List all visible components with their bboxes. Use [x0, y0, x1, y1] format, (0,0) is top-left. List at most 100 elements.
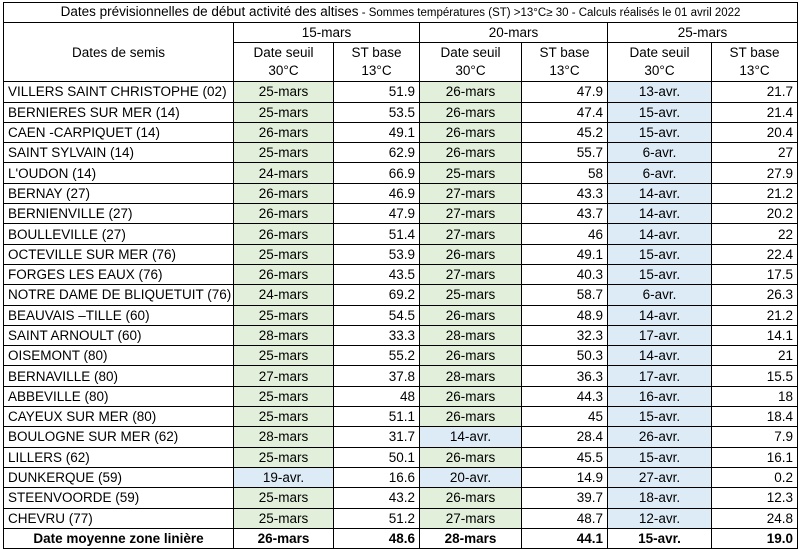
average-date-15-mars: 26-mars	[233, 527, 334, 549]
st-base-15-mars: 48	[333, 385, 420, 408]
table-row: SAINT SYLVAIN (14) 25-mars 62.9 26-mars 55.7…	[3, 142, 799, 164]
group-header-20-mars: 20-mars	[419, 21, 608, 44]
table-row: BERNIENVILLE (27) 26-mars 47.9 27-mars 43.7 1…	[3, 203, 799, 225]
st-base-25-mars: 21.2	[710, 182, 799, 205]
date-seuil-20-mars: 26-mars	[419, 142, 522, 164]
date-seuil-20-mars: 25-mars	[419, 162, 522, 184]
st-base-20-mars: 45.2	[521, 121, 608, 144]
site-name-cell: SAINT SYLVAIN (14)	[3, 142, 234, 164]
date-seuil-20-mars: 26-mars	[419, 121, 522, 144]
st-base-20-mars: 55.7	[521, 142, 608, 164]
st-base-20-mars: 43.3	[521, 182, 608, 205]
site-name-cell: BERNIENVILLE (27)	[3, 203, 234, 225]
date-seuil-15-mars: 26-mars	[233, 263, 334, 286]
st-base-25-mars: 0.2	[710, 466, 799, 489]
table-row: CAEN -CARPIQUET (14) 26-mars 49.1 26-mars 45…	[3, 121, 799, 144]
st-base-15-mars: 31.7	[333, 426, 420, 448]
st-base-20-mars: 58.7	[521, 284, 608, 306]
date-seuil-15-mars: 25-mars	[233, 507, 334, 529]
site-name-cell: DUNKERQUE (59)	[3, 466, 234, 489]
col-header-date-seuil: Date seuil 30°C	[607, 42, 712, 83]
st-base-20-mars: 39.7	[521, 487, 608, 509]
date-seuil-20-mars: 27-mars	[419, 223, 522, 245]
date-seuil-20-mars: 27-mars	[419, 203, 522, 225]
col-header-st-base: ST base 13°C	[333, 42, 420, 83]
table-row: OCTEVILLE SUR MER (76) 25-mars 53.9 26-mars…	[3, 243, 799, 265]
average-st-25-mars: 19.0	[710, 527, 799, 549]
date-seuil-25-mars: 15-avr.	[607, 263, 712, 286]
st-base-20-mars: 50.3	[521, 345, 608, 367]
date-seuil-15-mars: 25-mars	[233, 81, 334, 103]
st-base-15-mars: 62.9	[333, 142, 420, 164]
site-name-cell: BERNIERES SUR MER (14)	[3, 101, 234, 123]
date-seuil-15-mars: 25-mars	[233, 385, 334, 408]
st-base-25-mars: 24.8	[710, 507, 799, 529]
site-name-cell: CHEVRU (77)	[3, 507, 234, 529]
date-seuil-15-mars: 26-mars	[233, 121, 334, 144]
date-seuil-25-mars: 16-avr.	[607, 385, 712, 408]
st-base-15-mars: 53.9	[333, 243, 420, 265]
st-base-15-mars: 53.5	[333, 101, 420, 123]
st-base-15-mars: 54.5	[333, 304, 420, 326]
site-name-cell: CAYEUX SUR MER (80)	[3, 406, 234, 428]
date-seuil-20-mars: 26-mars	[419, 385, 522, 408]
site-name-cell: BEAUVAIS –TILLE (60)	[3, 304, 234, 326]
site-name-cell: ABBEVILLE (80)	[3, 385, 234, 408]
date-seuil-15-mars: 28-mars	[233, 324, 334, 347]
st-base-15-mars: 51.9	[333, 81, 420, 103]
st-base-20-mars: 32.3	[521, 324, 608, 347]
date-seuil-25-mars: 26-avr.	[607, 426, 712, 448]
table-row: BOULOGNE SUR MER (62) 28-mars 31.7 14-avr. 2…	[3, 426, 799, 448]
site-name-cell: SAINT ARNOULT (60)	[3, 324, 234, 347]
date-seuil-15-mars: 25-mars	[233, 243, 334, 265]
st-base-25-mars: 17.5	[710, 263, 799, 286]
table-row: LILLERS (62) 25-mars 50.1 26-mars 45.5 15-avr…	[3, 446, 799, 468]
st-base-15-mars: 49.1	[333, 121, 420, 144]
date-seuil-25-mars: 12-avr.	[607, 507, 712, 529]
col-header-date-seuil: Date seuil 30°C	[419, 42, 522, 83]
date-seuil-20-mars: 26-mars	[419, 406, 522, 428]
st-base-20-mars: 47.9	[521, 81, 608, 103]
st-base-20-mars: 40.3	[521, 263, 608, 286]
st-base-25-mars: 21.4	[710, 101, 799, 123]
date-seuil-15-mars: 25-mars	[233, 446, 334, 468]
title-sub: - Sommes températures (ST) >13°C≥ 30 - C…	[358, 7, 741, 19]
st-base-15-mars: 51.4	[333, 223, 420, 245]
date-seuil-25-mars: 14-avr.	[607, 345, 712, 367]
st-base-25-mars: 27	[710, 142, 799, 164]
date-seuil-25-mars: 15-avr.	[607, 406, 712, 428]
date-seuil-25-mars: 13-avr.	[607, 81, 712, 103]
date-seuil-15-mars: 25-mars	[233, 345, 334, 367]
table-row: CHEVRU (77) 25-mars 51.2 27-mars 48.7 12-avr.…	[3, 507, 799, 529]
table-row: CAYEUX SUR MER (80) 25-mars 51.1 26-mars 45 1…	[3, 406, 799, 428]
st-base-20-mars: 44.3	[521, 385, 608, 408]
st-base-25-mars: 21.7	[710, 81, 799, 103]
st-base-25-mars: 21	[710, 345, 799, 367]
date-seuil-25-mars: 6-avr.	[607, 284, 712, 306]
st-base-25-mars: 22	[710, 223, 799, 245]
date-seuil-15-mars: 26-mars	[233, 223, 334, 245]
st-base-20-mars: 45.5	[521, 446, 608, 468]
table-row: STEENVOORDE (59) 25-mars 43.2 26-mars 39.7 18…	[3, 487, 799, 509]
date-seuil-20-mars: 26-mars	[419, 81, 522, 103]
st-base-20-mars: 45	[521, 406, 608, 428]
table-row: BOULLEVILLE (27) 26-mars 51.4 27-mars 46 14-a…	[3, 223, 799, 245]
st-base-15-mars: 51.1	[333, 406, 420, 428]
date-seuil-25-mars: 14-avr.	[607, 182, 712, 205]
site-name-cell: NOTRE DAME DE BLIQUETUIT (76)	[3, 284, 234, 306]
date-seuil-15-mars: 25-mars	[233, 101, 334, 123]
st-base-15-mars: 69.2	[333, 284, 420, 306]
site-name-cell: OCTEVILLE SUR MER (76)	[3, 243, 234, 265]
date-seuil-20-mars: 26-mars	[419, 101, 522, 123]
date-seuil-25-mars: 27-avr.	[607, 466, 712, 489]
date-seuil-15-mars: 24-mars	[233, 284, 334, 306]
date-seuil-20-mars: 28-mars	[419, 324, 522, 347]
date-seuil-25-mars: 15-avr.	[607, 446, 712, 468]
date-seuil-25-mars: 14-avr.	[607, 223, 712, 245]
date-seuil-20-mars: 27-mars	[419, 263, 522, 286]
date-seuil-20-mars: 26-mars	[419, 446, 522, 468]
date-seuil-15-mars: 25-mars	[233, 487, 334, 509]
date-seuil-15-mars: 24-mars	[233, 162, 334, 184]
group-header-25-mars: 25-mars	[606, 21, 799, 44]
